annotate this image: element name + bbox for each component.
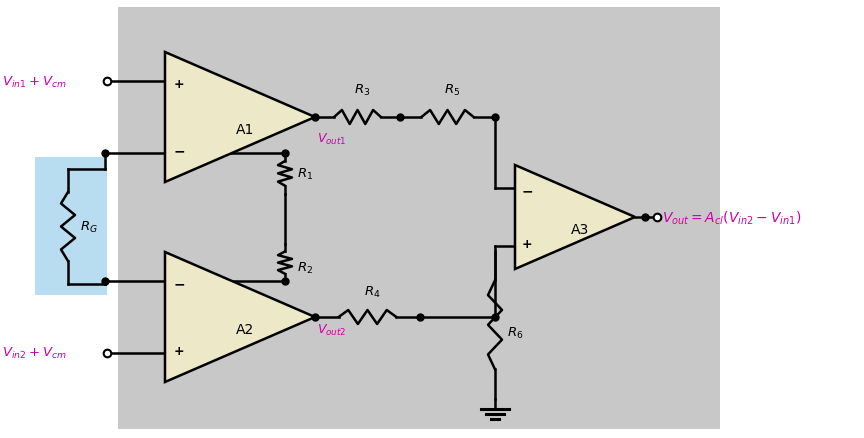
Text: $R_6$: $R_6$ <box>507 325 524 340</box>
Text: $V_{out} = A_{cl}(V_{in2} - V_{in1})$: $V_{out} = A_{cl}(V_{in2} - V_{in1})$ <box>662 209 801 226</box>
Bar <box>118 8 720 429</box>
Text: $R_G$: $R_G$ <box>80 219 98 234</box>
Text: −: − <box>521 184 533 198</box>
Text: $R_4$: $R_4$ <box>365 284 381 299</box>
Text: +: + <box>174 344 184 357</box>
Text: $R_5$: $R_5$ <box>444 83 461 98</box>
Text: +: + <box>174 78 184 91</box>
Text: $V_{out1}$: $V_{out1}$ <box>317 132 346 147</box>
Text: −: − <box>173 277 185 290</box>
Bar <box>35 158 107 295</box>
Text: A2: A2 <box>236 322 254 336</box>
Text: $V_{in1} + V_{cm}$: $V_{in1} + V_{cm}$ <box>2 74 67 90</box>
Text: $R_2$: $R_2$ <box>297 261 313 276</box>
Polygon shape <box>165 53 315 183</box>
Text: −: − <box>173 145 185 159</box>
Text: $R_3$: $R_3$ <box>354 83 371 98</box>
Text: +: + <box>522 237 532 251</box>
Text: A1: A1 <box>236 123 254 137</box>
Text: $R_1$: $R_1$ <box>297 166 314 181</box>
Polygon shape <box>165 252 315 382</box>
Text: A3: A3 <box>571 223 589 237</box>
Text: $V_{in2} + V_{cm}$: $V_{in2} + V_{cm}$ <box>2 346 67 360</box>
Polygon shape <box>515 166 635 269</box>
Text: $V_{out2}$: $V_{out2}$ <box>317 322 346 337</box>
